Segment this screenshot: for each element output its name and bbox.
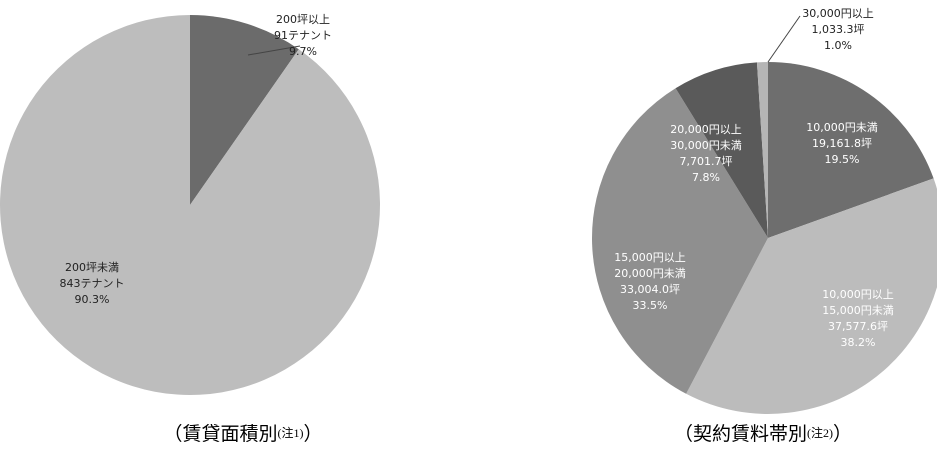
title-text: （契約賃料帯別 (674, 423, 807, 445)
slice-label: 30,000円未満 (670, 139, 742, 152)
slice-value-label: 9.7% (289, 45, 317, 58)
slice-sub-label: 91テナント (274, 29, 332, 42)
title-end: ） (304, 423, 323, 445)
leader-line (767, 15, 801, 63)
slice-label: 15,000円未満 (822, 304, 894, 317)
slice-label: 15,000円以上 (614, 251, 686, 264)
slice-label: 10,000円未満 (806, 121, 878, 134)
title-note: (注1) (278, 425, 304, 440)
slice-label: 200坪未満 (65, 261, 119, 274)
title-text: （賃貸面積別 (163, 423, 277, 445)
slice-value-label: 33.5% (633, 299, 668, 312)
pie-slice (190, 15, 299, 205)
slice-sub-label: 1,033.3坪 (812, 23, 865, 36)
slice-sub-label: 843テナント (60, 277, 125, 290)
slice-sub-label: 33,004.0坪 (620, 283, 680, 296)
title-end: ） (833, 423, 852, 445)
slice-value-label: 19.5% (825, 153, 860, 166)
slice-sub-label: 19,161.8坪 (812, 137, 872, 150)
pie-slice (0, 15, 381, 395)
chart-title: （契約賃料帯別(注2)） (674, 423, 852, 445)
leader-line (247, 45, 301, 56)
slice-label: 20,000円未満 (614, 267, 686, 280)
slice-sub-label: 7,701.7坪 (680, 155, 733, 168)
pie-slice (756, 62, 768, 238)
slice-label: 10,000円以上 (822, 288, 894, 301)
pie-slice (768, 62, 934, 238)
slice-label: 20,000円以上 (670, 123, 742, 136)
slice-value-label: 7.8% (692, 171, 720, 184)
slice-value-label: 38.2% (841, 336, 876, 349)
pie-slice (675, 62, 768, 239)
slice-value-label: 90.3% (75, 293, 110, 306)
title-note: (注2) (807, 425, 833, 440)
slice-sub-label: 37,577.6坪 (828, 320, 888, 333)
slice-label: 200坪以上 (276, 13, 330, 26)
pie-slice (591, 88, 768, 394)
slice-value-label: 1.0% (824, 39, 852, 52)
chart-title: （賃貸面積別(注1)） (163, 423, 322, 445)
slice-label: 30,000円以上 (802, 7, 874, 20)
pie-slice (686, 178, 937, 414)
